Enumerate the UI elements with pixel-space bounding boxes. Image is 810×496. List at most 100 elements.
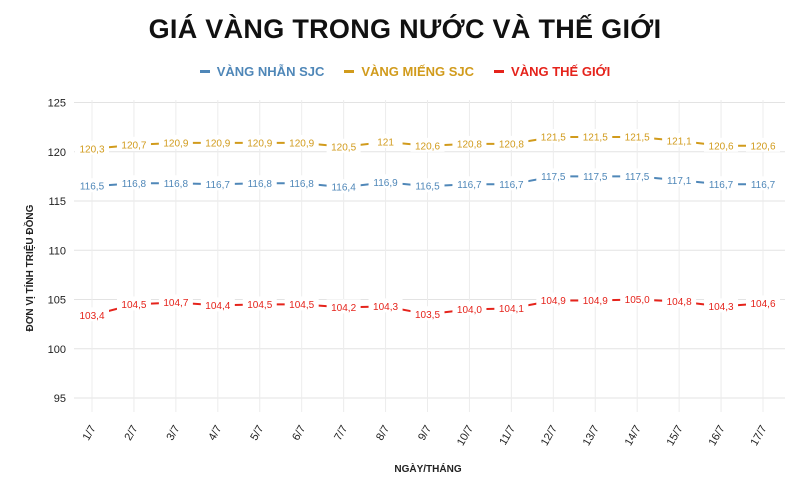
data-label: 104,3 [373, 302, 398, 313]
data-label-bg [242, 134, 277, 149]
data-label: 120,9 [247, 138, 272, 149]
y-axis-title: ĐƠN VỊ TÍNH TRIỆU ĐỒNG [23, 204, 36, 331]
data-label: 104,6 [750, 299, 775, 310]
data-label: 120,7 [121, 140, 146, 151]
data-label: 120,3 [79, 144, 104, 155]
y-tick-label: 100 [48, 344, 66, 356]
data-label: 105,0 [625, 295, 650, 306]
data-label-bg [158, 294, 193, 309]
data-label: 103,5 [415, 310, 440, 321]
data-label-bg [158, 134, 193, 149]
x-tick-label: 9/7 [416, 424, 434, 443]
data-label-bg [746, 137, 780, 152]
x-axis-title: NGÀY/THÁNG [394, 462, 461, 475]
data-label-bg [368, 174, 403, 189]
data-label-bg [704, 176, 739, 191]
chart-legend: VÀNG NHẪN SJC VÀNG MIẾNG SJC VÀNG THẾ GI… [0, 64, 810, 79]
x-tick-label: 15/7 [665, 424, 686, 449]
x-tick-label: 5/7 [248, 424, 266, 443]
data-label: 116,7 [751, 180, 776, 191]
data-label: 120,9 [205, 138, 230, 149]
data-label: 120,9 [163, 138, 188, 149]
data-label: 104,4 [205, 301, 230, 312]
y-tick-label: 125 [48, 98, 66, 110]
data-label: 116,4 [331, 183, 356, 194]
data-label: 104,8 [667, 297, 692, 308]
data-label-bg [578, 128, 613, 143]
data-label-bg [75, 178, 109, 193]
data-label-bg [620, 128, 655, 143]
data-label: 116,7 [499, 180, 524, 191]
data-label-bg [536, 292, 571, 307]
data-label-bg [662, 132, 697, 147]
y-tick-label: 95 [54, 393, 66, 405]
legend-item-the-gioi: VÀNG THẾ GIỚI [494, 64, 610, 79]
data-label: 117,5 [541, 172, 566, 183]
series-layer: 116,5 116,8 116,8 116,7 116,8 116,8 116,4 116,9… [75, 128, 780, 322]
data-label-bg [242, 296, 277, 311]
data-label: 121,5 [625, 132, 650, 143]
data-label-bg [494, 300, 529, 315]
data-label: 116,5 [80, 182, 105, 193]
data-label-bg [536, 128, 571, 143]
data-label: 117,5 [625, 172, 650, 183]
data-label: 120,8 [499, 139, 524, 150]
data-label: 116,7 [206, 180, 231, 191]
data-label: 116,7 [709, 180, 734, 191]
data-label: 104,0 [457, 305, 482, 316]
data-label: 104,2 [331, 303, 356, 314]
data-label: 116,8 [164, 179, 189, 190]
data-label: 120,5 [331, 142, 356, 153]
x-tick-label: 12/7 [539, 424, 560, 449]
data-label-bg [326, 299, 361, 314]
data-label-bg [494, 135, 529, 150]
data-label: 116,7 [457, 180, 482, 191]
x-tick-label: 17/7 [748, 424, 769, 449]
x-tick-label: 1/7 [81, 424, 99, 443]
data-label: 104,1 [499, 304, 524, 315]
data-label: 116,8 [122, 179, 147, 190]
data-label-bg [452, 176, 487, 191]
x-tick-label: 16/7 [707, 424, 728, 449]
data-label: 121 [377, 137, 394, 148]
data-label-bg [410, 306, 445, 321]
data-label: 120,6 [750, 141, 775, 152]
data-label: 116,8 [248, 179, 273, 190]
legend-label-the-gioi: VÀNG THẾ GIỚI [511, 64, 611, 79]
data-label: 104,9 [541, 296, 566, 307]
axis-layer: 95 100 105 110 115 120 125 1/7 2/7 3/7 4/7 5/7 6/7 7/… [48, 98, 770, 449]
data-label-bg [452, 135, 487, 150]
data-label: 104,9 [583, 296, 608, 307]
data-label-bg [620, 168, 655, 183]
x-tick-label: 3/7 [164, 424, 182, 443]
y-tick-label: 115 [48, 196, 66, 208]
data-label-bg [75, 140, 109, 155]
x-tick-label: 7/7 [332, 424, 350, 443]
data-label: 116,5 [415, 182, 440, 193]
data-label: 104,7 [163, 298, 188, 309]
legend-item-mieng-sjc: VÀNG MIẾNG SJC [344, 64, 474, 79]
data-label-bg [284, 175, 319, 190]
data-label-bg [578, 168, 613, 183]
data-label-bg [242, 175, 277, 190]
data-label-bg [116, 296, 151, 311]
legend-swatch-mieng-sjc [344, 70, 355, 73]
data-label: 121,5 [541, 132, 566, 143]
data-label-bg [578, 292, 613, 307]
data-label: 121,1 [667, 136, 692, 147]
data-label-bg [116, 175, 151, 190]
legend-item-nhan-sjc: VÀNG NHẪN SJC [199, 64, 325, 79]
data-label: 104,5 [247, 300, 272, 311]
y-tick-label: 105 [48, 295, 66, 307]
data-label-bg [662, 293, 697, 308]
data-label: 103,4 [79, 311, 104, 322]
data-label-bg [662, 172, 697, 187]
data-label-bg [410, 178, 445, 193]
x-tick-label: 8/7 [374, 424, 392, 443]
data-label: 120,6 [415, 141, 440, 152]
chart-title: GIÁ VÀNG TRONG NƯỚC VÀ THẾ GIỚI [148, 14, 662, 44]
data-label: 104,5 [121, 300, 146, 311]
x-tick-label: 11/7 [497, 424, 518, 448]
x-tick-label: 4/7 [206, 424, 224, 443]
legend-label-nhan-sjc: VÀNG NHẪN SJC [216, 64, 325, 79]
